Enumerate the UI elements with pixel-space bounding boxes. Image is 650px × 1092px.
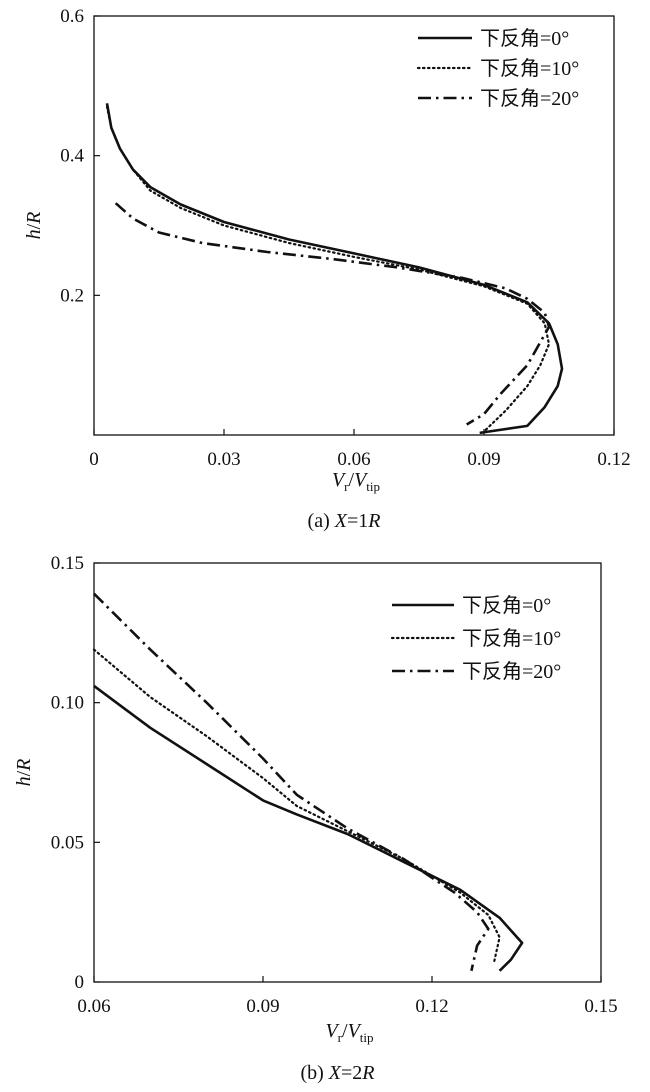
y-tick-label: 0.4	[60, 146, 84, 167]
x-axis-title: Vr/Vtip	[332, 469, 380, 494]
panel-caption: (a) X=1R	[308, 510, 381, 532]
x-tick-label: 0.09	[467, 449, 500, 470]
legend: 下反角=0° 下反角=10° 下反角=20°	[416, 27, 579, 110]
legend-label: 下反角=10°	[480, 57, 579, 80]
legend-label: 下反角=0°	[462, 594, 551, 617]
series-line-solid	[93, 684, 524, 972]
y-tick-label: 0.05	[51, 832, 84, 853]
y-tick-label: 0.6	[60, 6, 84, 27]
x-tick-label: 0.15	[584, 996, 617, 1017]
series-line-dotted	[92, 648, 501, 964]
plot-frame	[93, 562, 602, 983]
y-axis-title: h/R	[23, 212, 45, 240]
y-axis-title: h/R	[13, 759, 35, 787]
chart-panel-a: 0 0.03 0.06 0.09 0.120.20.40.6下反角=0°下反角=10°下…	[23, 6, 631, 532]
series-line-dashdot	[93, 592, 490, 972]
x-tick-label: 0	[89, 449, 99, 470]
panel-caption: (b) X=2R	[300, 1062, 374, 1084]
legend-label: 下反角=0°	[480, 27, 569, 50]
series-line-dotted	[105, 105, 551, 433]
x-tick-label: 0.06	[77, 996, 110, 1017]
x-axis-title: Vr/Vtip	[325, 1020, 373, 1045]
x-tick-label: 0.03	[207, 449, 240, 470]
y-tick-label: 0.2	[60, 285, 84, 306]
y-tick-label: 0	[75, 972, 85, 993]
chart-panel-b: 0.06 0.09 0.12 0.15 0 0.05 0.10 0.15 下反角=0° 下反角=1…	[13, 553, 618, 1084]
x-tick-label: 0.06	[337, 449, 370, 470]
series-line-solid	[105, 103, 564, 435]
y-tick-label: 0.15	[51, 553, 84, 574]
legend-label: 下反角=20°	[480, 87, 579, 110]
x-tick-label: 0.12	[415, 996, 448, 1017]
legend-label: 下反角=20°	[462, 660, 561, 683]
x-tick-label: 0.12	[597, 449, 630, 470]
series-line-dashdot	[114, 202, 551, 426]
legend: 下反角=0° 下反角=10° 下反角=20°	[390, 594, 561, 683]
legend-label: 下反角=10°	[462, 627, 561, 650]
x-tick-label: 0.09	[246, 996, 279, 1017]
y-tick-label: 0.10	[51, 693, 84, 714]
